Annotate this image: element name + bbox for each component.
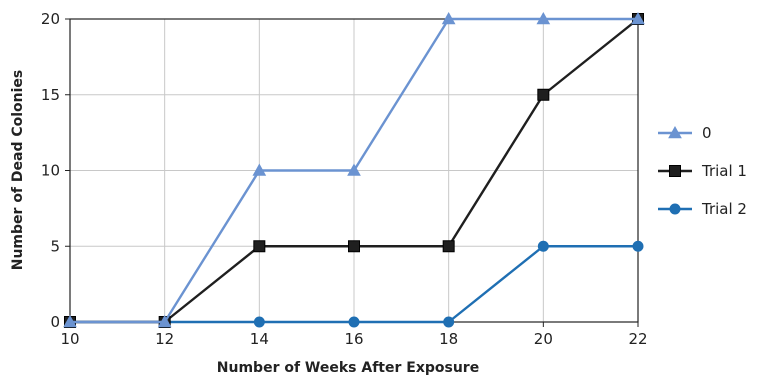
x-tick-label: 10	[60, 330, 79, 348]
legend-label: Trial 1	[701, 162, 747, 180]
y-tick-label: 15	[41, 86, 60, 104]
data-point	[347, 163, 361, 176]
x-tick-label: 20	[534, 330, 553, 348]
x-axis-title: Number of Weeks After Exposure	[217, 360, 479, 376]
data-point	[253, 240, 266, 253]
x-tick-label: 22	[628, 330, 647, 348]
legend-swatch-marker	[668, 125, 682, 139]
x-tick-label: 16	[344, 330, 363, 348]
legend-item: Trial 2	[658, 200, 747, 218]
data-point	[442, 240, 455, 253]
x-tick-label: 12	[155, 330, 174, 348]
data-point	[632, 240, 644, 252]
data-point	[348, 240, 360, 253]
y-tick-label: 0	[50, 313, 60, 331]
legend-swatch-marker	[669, 203, 681, 215]
series-1	[63, 11, 645, 328]
data-point	[253, 316, 265, 328]
data-point	[443, 316, 455, 328]
series-layer	[63, 11, 645, 328]
x-tick-label: 14	[250, 330, 269, 348]
data-point	[631, 11, 645, 25]
legend-item: 0	[658, 124, 712, 142]
x-tick-labels: 10 12 14 16 18 20 22	[60, 330, 647, 348]
legend-label: 0	[702, 124, 712, 142]
legend: 0 Trial 1 Trial 2	[658, 124, 747, 218]
y-tick-label: 10	[41, 162, 60, 180]
data-point	[537, 240, 549, 252]
data-point	[441, 11, 456, 25]
y-axis-title: Number of Dead Colonies	[10, 70, 26, 271]
data-point	[157, 314, 172, 328]
data-point	[252, 163, 267, 176]
y-tick-label: 5	[50, 237, 60, 255]
data-point	[348, 316, 360, 328]
x-tick-label: 18	[439, 330, 458, 348]
legend-item: Trial 1	[658, 162, 747, 180]
legend-label: Trial 2	[701, 200, 747, 218]
data-point	[63, 314, 77, 328]
y-tick-label: 20	[41, 10, 60, 28]
y-tick-labels: 0 5 10 15 20	[41, 10, 60, 331]
legend-swatch-marker	[669, 165, 681, 177]
data-point	[537, 88, 550, 101]
data-point	[536, 11, 551, 25]
